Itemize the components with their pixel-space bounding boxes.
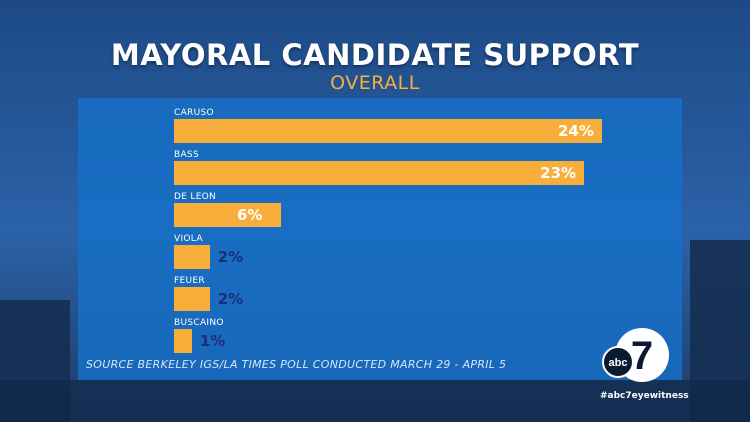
category-label: VIOLA [174,234,203,244]
data-label: 1% [199,332,226,350]
logo-digit: 7 [631,334,653,378]
data-label: 2% [217,290,244,308]
category-label: BUSCAINO [174,318,224,328]
data-label: 6% [237,206,263,224]
source-note: SOURCE BERKELEY IGS/LA TIMES POLL CONDUC… [86,358,507,371]
bar [174,329,192,353]
bar [174,245,210,269]
bar [174,161,585,185]
data-label: 23% [540,164,577,182]
data-label: 2% [217,248,244,266]
bar [174,287,210,311]
category-label: CARUSO [174,108,214,118]
chart-subtitle: OVERALL [330,72,420,94]
category-label: FEUER [174,276,205,286]
category-label: DE LEON [174,192,217,202]
bar [174,119,602,143]
category-label: BASS [174,150,199,160]
chart-title: MAYORAL CANDIDATE SUPPORT [110,38,640,72]
hashtag: #abc7eyewitness [600,391,689,401]
bar [174,203,281,227]
abc7-logo-icon: 7 abc [602,328,669,382]
logo-text: abc [609,357,628,369]
data-label: 24% [558,122,594,140]
